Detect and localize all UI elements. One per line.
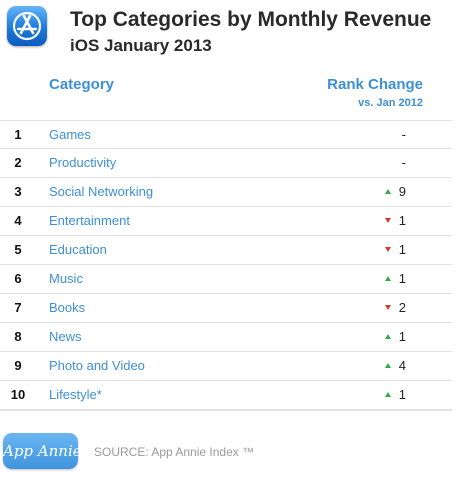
app-store-icon xyxy=(7,6,47,46)
category-name: Books xyxy=(49,300,86,315)
category-name: Lifestyle* xyxy=(49,387,102,402)
category-name: Productivity xyxy=(49,155,117,170)
rank-number: 8 xyxy=(14,329,22,344)
up-arrow-icon xyxy=(384,392,391,397)
category-name: Education xyxy=(49,242,107,257)
category-name: Social Networking xyxy=(49,184,154,199)
rank-change: 1 xyxy=(384,213,406,228)
rank-change-value: 1 xyxy=(398,329,406,344)
rank-change: - xyxy=(402,127,406,142)
rank-number: 9 xyxy=(14,358,22,373)
category-name: News xyxy=(49,329,82,344)
table-row: 7 Books 2 xyxy=(0,294,452,323)
rank-number: 2 xyxy=(14,155,22,170)
rank-change: 9 xyxy=(384,184,406,199)
rank-change-value: - xyxy=(401,127,406,142)
source-note: SOURCE: App Annie Index ™ xyxy=(94,445,255,459)
rank-number: 4 xyxy=(14,213,22,228)
rank-number: 10 xyxy=(10,387,26,402)
rank-change: 1 xyxy=(384,242,406,257)
category-name: Music xyxy=(49,271,83,286)
up-arrow-icon xyxy=(384,276,391,281)
table-row: 2 Productivity - xyxy=(0,149,452,178)
column-header-rank-change: Rank Change xyxy=(327,76,423,93)
rank-change: - xyxy=(402,155,406,170)
category-table: 1 Games - 2 Productivity - 3 Social Networking 9… xyxy=(0,120,452,410)
category-name: Photo and Video xyxy=(49,358,145,373)
rank-change-value: 1 xyxy=(398,242,406,257)
rank-change-value: - xyxy=(401,155,406,170)
chart-title: Top Categories by Monthly Revenue xyxy=(70,8,432,31)
app-annie-logo: App Annie xyxy=(3,433,82,469)
rank-change: 1 xyxy=(384,329,406,344)
up-arrow-icon xyxy=(384,189,391,194)
table-row: 3 Social Networking 9 xyxy=(0,178,452,207)
chart-subtitle: iOS January 2013 xyxy=(70,36,212,55)
table-row: 10 Lifestyle* 1 xyxy=(0,381,452,410)
up-arrow-icon xyxy=(384,334,391,339)
rank-change-value: 1 xyxy=(398,213,406,228)
table-row: 5 Education 1 xyxy=(0,236,452,265)
rank-change-value: 1 xyxy=(398,271,406,286)
rank-number: 3 xyxy=(14,184,22,199)
rank-change: 1 xyxy=(384,271,406,286)
rank-number: 6 xyxy=(14,271,22,286)
rank-change: 2 xyxy=(384,300,406,315)
rank-number: 5 xyxy=(14,242,22,257)
column-header-category: Category xyxy=(49,76,115,93)
rank-change-value: 2 xyxy=(398,300,406,315)
down-arrow-icon xyxy=(384,218,391,223)
table-row: 9 Photo and Video 4 xyxy=(0,352,452,381)
rank-change-value: 9 xyxy=(398,184,406,199)
rank-change: 1 xyxy=(384,387,406,402)
rank-change-value: 4 xyxy=(398,358,406,373)
table-row: 6 Music 1 xyxy=(0,265,452,294)
table-row: 1 Games - xyxy=(0,120,452,149)
column-header-rank-change-sub: vs. Jan 2012 xyxy=(358,97,423,109)
footer-divider xyxy=(0,410,452,411)
table-row: 4 Entertainment 1 xyxy=(0,207,452,236)
rank-number: 1 xyxy=(14,127,22,142)
down-arrow-icon xyxy=(384,305,391,310)
up-arrow-icon xyxy=(384,363,391,368)
down-arrow-icon xyxy=(384,247,391,252)
rank-number: 7 xyxy=(14,300,22,315)
rank-change-value: 1 xyxy=(398,387,406,402)
rank-change: 4 xyxy=(384,358,406,373)
category-name: Games xyxy=(49,127,91,142)
table-row: 8 News 1 xyxy=(0,323,452,352)
category-name: Entertainment xyxy=(49,213,130,228)
